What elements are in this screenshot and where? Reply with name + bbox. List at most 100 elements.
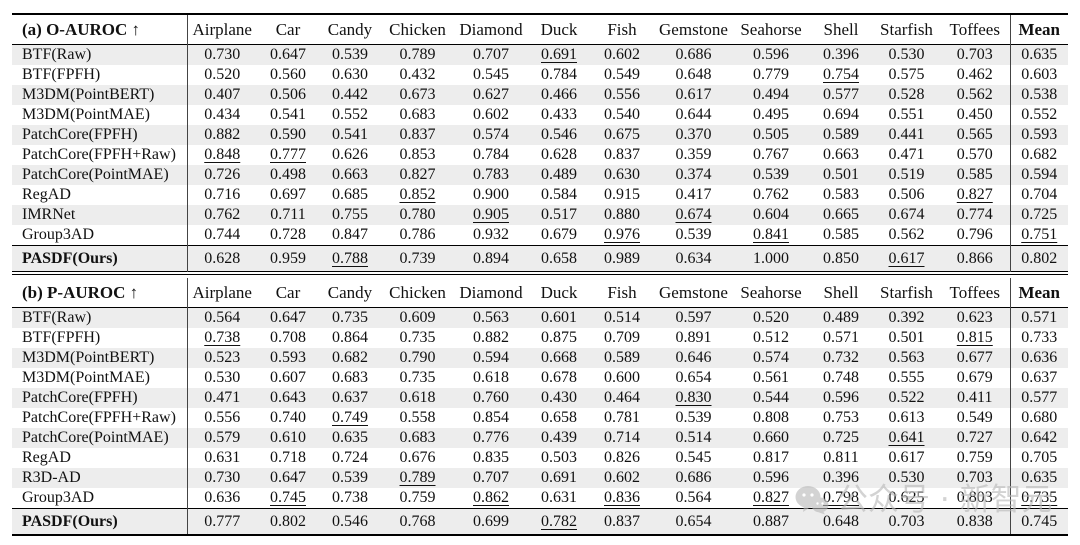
- score-cell: 0.637: [332, 389, 368, 406]
- score-cell: 0.686: [675, 469, 712, 486]
- score-cell: 0.682: [1009, 145, 1068, 165]
- score-cell: 0.589: [604, 349, 640, 366]
- score-cell: 0.596: [753, 469, 789, 486]
- score-cell: 0.627: [473, 86, 509, 103]
- column-header-shell: Shell: [823, 20, 859, 39]
- score-cell: 0.519: [888, 166, 925, 183]
- score-cell: 0.631: [541, 489, 577, 506]
- score-cell: 0.703: [956, 46, 993, 63]
- score-cell: 0.796: [956, 226, 993, 243]
- score-cell: 0.852: [399, 186, 436, 203]
- tables-container: (a) O-AUROC ↑ Airplane Car Candy Chicken Diam…: [12, 13, 1068, 536]
- score-cell: 0.826: [604, 449, 640, 466]
- score-cell: 0.512: [753, 329, 789, 346]
- score-cell: 0.396: [823, 46, 859, 63]
- table-row: RegAD 0.631 0.718 0.724 0.676 0.835 0.503 0.826…: [12, 448, 1068, 468]
- method-name: PatchCore(PointMAE): [22, 166, 169, 183]
- score-cell: 0.407: [186, 85, 257, 105]
- score-cell: 0.735: [1009, 488, 1068, 509]
- column-header-gemstone: Gemstone: [659, 283, 728, 302]
- score-cell: 0.617: [888, 250, 925, 267]
- score-cell: 0.875: [541, 329, 577, 346]
- score-cell: 0.905: [473, 206, 509, 223]
- score-cell: 0.724: [332, 449, 368, 466]
- score-cell: 0.450: [956, 106, 993, 123]
- section-label: (b) P-AUROC ↑: [22, 283, 139, 302]
- score-cell: 0.738: [186, 328, 257, 348]
- table-row: PASDF(Ours) 0.777 0.802 0.546 0.768 0.699 0.78…: [12, 508, 1068, 535]
- score-cell: 0.779: [753, 66, 789, 83]
- score-cell: 0.648: [675, 66, 712, 83]
- score-cell: 0.370: [675, 126, 712, 143]
- score-cell: 0.788: [332, 250, 368, 267]
- score-cell: 0.577: [823, 86, 859, 103]
- score-cell: 0.607: [270, 369, 306, 386]
- score-cell: 0.744: [186, 225, 257, 246]
- score-cell: 0.601: [541, 309, 577, 326]
- score-cell: 0.674: [888, 206, 925, 223]
- score-cell: 0.900: [473, 186, 509, 203]
- score-cell: 0.517: [541, 206, 577, 223]
- column-header-duck: Duck: [540, 283, 578, 302]
- score-cell: 0.745: [1009, 508, 1068, 535]
- score-cell: 0.618: [399, 389, 436, 406]
- score-cell: 0.749: [332, 409, 368, 426]
- score-cell: 0.735: [399, 329, 436, 346]
- score-cell: 0.887: [753, 513, 789, 530]
- score-cell: 0.789: [399, 46, 436, 63]
- score-cell: 0.835: [473, 449, 509, 466]
- score-cell: 0.668: [541, 349, 577, 366]
- score-cell: 0.523: [186, 348, 257, 368]
- score-cell: 0.392: [888, 309, 925, 326]
- score-cell: 0.530: [186, 368, 257, 388]
- method-name: M3DM(PointMAE): [22, 369, 151, 386]
- column-header-diamond: Diamond: [459, 283, 523, 302]
- score-cell: 0.683: [399, 106, 436, 123]
- score-cell: 0.637: [1009, 368, 1068, 388]
- score-cell: 0.654: [675, 513, 712, 530]
- score-cell: 0.571: [1009, 307, 1068, 328]
- score-cell: 0.628: [541, 146, 577, 163]
- score-cell: 0.541: [270, 106, 306, 123]
- score-cell: 0.738: [332, 489, 368, 506]
- score-cell: 0.882: [186, 125, 257, 145]
- p-auroc-table: (b) P-AUROC ↑ Airplane Car Candy Chicken Diam…: [12, 278, 1068, 536]
- score-cell: 0.464: [604, 389, 640, 406]
- table-row: PatchCore(FPFH) 0.471 0.643 0.637 0.618 0.760…: [12, 388, 1068, 408]
- table-row: IMRNet 0.762 0.711 0.755 0.780 0.905 0.517 0.88…: [12, 205, 1068, 225]
- table-row: PatchCore(PointMAE) 0.726 0.498 0.663 0.827 0…: [12, 165, 1068, 185]
- score-cell: 0.780: [399, 206, 436, 223]
- score-cell: 0.694: [823, 106, 859, 123]
- score-cell: 0.711: [270, 206, 306, 223]
- score-cell: 0.663: [332, 166, 368, 183]
- method-name: BTF(Raw): [22, 309, 92, 326]
- column-header-car: Car: [275, 20, 301, 39]
- score-cell: 0.596: [753, 46, 789, 63]
- score-cell: 0.585: [956, 166, 993, 183]
- score-cell: 0.538: [1009, 85, 1068, 105]
- column-header-fish: Fish: [607, 20, 637, 39]
- score-cell: 0.798: [823, 489, 859, 506]
- column-header-airplane: Airplane: [186, 278, 257, 308]
- score-cell: 0.739: [399, 250, 436, 267]
- score-cell: 0.683: [332, 369, 368, 386]
- column-header-duck: Duck: [540, 20, 578, 39]
- score-cell: 0.635: [1009, 468, 1068, 488]
- column-header-seahorse: Seahorse: [740, 20, 802, 39]
- score-cell: 0.703: [956, 469, 993, 486]
- column-header-candy: Candy: [327, 283, 373, 302]
- score-cell: 0.600: [604, 369, 640, 386]
- method-name: M3DM(PointMAE): [22, 106, 151, 123]
- score-cell: 0.602: [604, 46, 640, 63]
- score-cell: 0.522: [888, 389, 925, 406]
- score-cell: 0.630: [332, 66, 368, 83]
- score-cell: 0.593: [270, 349, 306, 366]
- score-cell: 0.561: [753, 369, 789, 386]
- score-cell: 0.495: [753, 106, 789, 123]
- table-row: PatchCore(FPFH) 0.882 0.590 0.541 0.837 0.574…: [12, 125, 1068, 145]
- table-row: PatchCore(FPFH+Raw) 0.556 0.740 0.749 0.558 0…: [12, 408, 1068, 428]
- score-cell: 0.489: [541, 166, 577, 183]
- score-cell: 0.660: [753, 429, 789, 446]
- score-cell: 0.777: [270, 146, 306, 163]
- score-cell: 0.503: [541, 449, 577, 466]
